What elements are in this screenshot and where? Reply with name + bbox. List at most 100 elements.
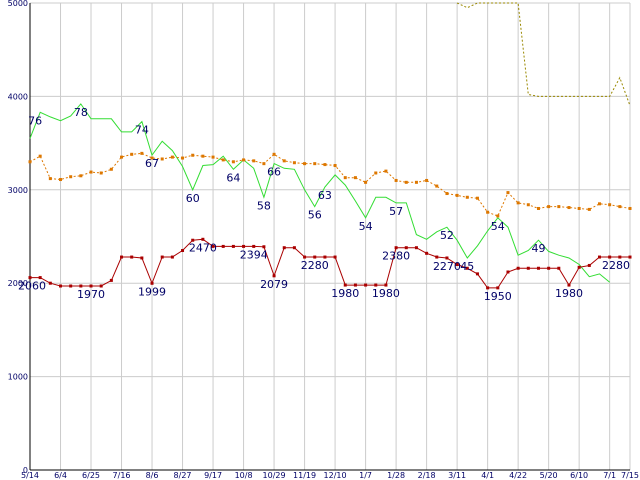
x-tick-label: 6/4 (54, 471, 67, 480)
series-2-point (109, 278, 113, 282)
series-2-point (191, 238, 195, 242)
series-1-point (242, 158, 246, 162)
series-2-point (221, 244, 225, 248)
x-tick-label: 4/22 (509, 471, 527, 480)
series-1-point (526, 203, 530, 207)
series-2-point (120, 255, 124, 259)
series-1-point (59, 178, 63, 182)
series-2-point (486, 286, 490, 290)
x-tick-label: 7/15 (621, 471, 639, 480)
point-label: 64 (226, 171, 240, 184)
x-tick-label: 7/16 (113, 471, 131, 480)
x-tick-label: 1/28 (387, 471, 405, 480)
series-1-point (364, 180, 368, 184)
series-2-point (608, 255, 612, 259)
x-tick-label: 11/19 (293, 471, 316, 480)
series-2-point (150, 281, 154, 285)
series-line-0 (29, 103, 611, 283)
point-label: 2079 (260, 278, 288, 291)
point-label: 45 (460, 260, 474, 273)
point-label: 1980 (555, 287, 583, 300)
series-2-point (557, 266, 561, 270)
series-2-point (231, 244, 235, 248)
x-tick-label: 8/27 (174, 471, 192, 480)
series-2-point (140, 256, 144, 260)
series-1-point (231, 160, 235, 164)
x-tick-label: 7/1 (603, 471, 616, 480)
series-1-point (475, 196, 479, 200)
x-tick-label: 6/10 (570, 471, 588, 480)
series-2-point (28, 276, 32, 280)
series-1-point (181, 156, 185, 160)
point-label: 1970 (77, 288, 105, 301)
y-tick-label: 2000 (8, 279, 28, 288)
series-1-point (262, 162, 266, 166)
y-tick-label: 1000 (8, 373, 28, 382)
point-label: 54 (359, 220, 373, 233)
point-label: 56 (308, 209, 322, 222)
series-1-point (557, 205, 561, 209)
series-1-point (486, 210, 490, 214)
series-2-point (414, 246, 418, 250)
point-labels: 76 78 74 67 60 64 58 66 56 63 54 57 52 45 54 49 2060 1970… (18, 106, 630, 303)
series-1-point (384, 169, 388, 173)
x-tick-label: 8/6 (146, 471, 159, 480)
series-2-point (323, 255, 327, 259)
series-1-point (374, 171, 378, 175)
series-2-point (252, 244, 256, 248)
series-1-point (201, 154, 205, 158)
series-1-point (79, 174, 83, 178)
series-1-point (313, 162, 317, 166)
series-1-point (353, 176, 357, 180)
series-1-point (455, 193, 459, 197)
series-1-point (445, 192, 449, 196)
point-label: 66 (267, 166, 281, 179)
series-1-point (303, 162, 307, 166)
series-2-point (618, 255, 622, 259)
series-1-point (48, 177, 52, 181)
point-label: 57 (389, 205, 403, 218)
series-1-point (628, 206, 632, 210)
point-label: 2394 (240, 248, 268, 261)
point-label: 1980 (331, 287, 359, 300)
y-tick-label: 3000 (8, 186, 28, 195)
series-1-point (211, 155, 215, 159)
series-2-point (333, 255, 337, 259)
series-2-point (628, 255, 632, 259)
x-tick-label: 9/17 (204, 471, 222, 480)
series-2-point (445, 256, 449, 260)
series-1-point (170, 155, 174, 159)
point-label: 49 (531, 242, 545, 255)
x-tick-label: 10/29 (263, 471, 286, 480)
series-1-point (587, 207, 591, 211)
series-2-point (181, 249, 185, 253)
series-2-point (475, 272, 479, 276)
series-2-point (272, 274, 276, 278)
series-2-point (536, 266, 540, 270)
series-1-point (28, 160, 32, 164)
grid (29, 2, 631, 471)
point-label: 1980 (372, 287, 400, 300)
series-1-point (140, 151, 144, 155)
series-1-point (282, 159, 286, 163)
series-2-point (211, 244, 215, 248)
series-2-point (577, 265, 581, 269)
series-2-point (201, 237, 205, 241)
series-2-point (48, 281, 52, 285)
point-label: 1999 (138, 285, 166, 298)
series-2-point (567, 283, 571, 287)
series-2-point (597, 255, 601, 259)
series-1-point (150, 156, 154, 160)
series-1-point (333, 164, 337, 168)
series-2-point (303, 255, 307, 259)
series-2-point (496, 286, 500, 290)
series-1-point (120, 155, 124, 159)
series-1-point (38, 154, 42, 158)
series-line-3 (456, 2, 631, 106)
y-tick-label: 4000 (8, 92, 28, 101)
y-tick-label: 5000 (8, 0, 28, 8)
series-1-point (221, 158, 225, 162)
series-2-point (313, 255, 317, 259)
